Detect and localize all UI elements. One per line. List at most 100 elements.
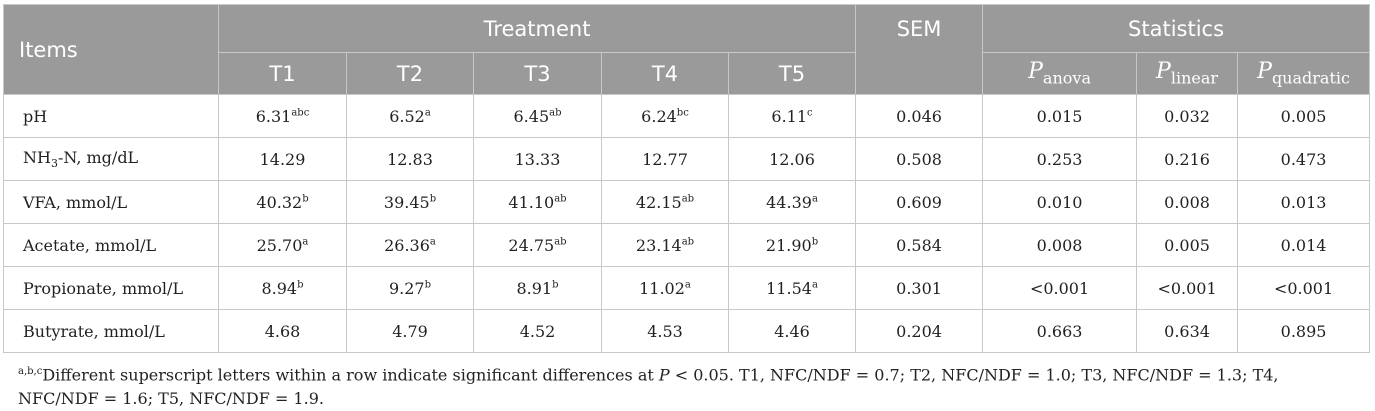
cell-value: 44.39 — [766, 192, 812, 212]
table-row: VFA, mmol/L 40.32b 39.45b 41.10ab 42.15ab 44.… — [3, 180, 1371, 224]
table-cell: 40.32b — [218, 180, 347, 224]
cell-value: 0.634 — [1164, 321, 1210, 341]
header-row-top: Items Treatment SEM Statistics — [3, 4, 1371, 95]
cell-value: 0.301 — [896, 278, 942, 298]
p-anova-header: Panova — [982, 52, 1138, 95]
cell-superscript: ab — [681, 193, 695, 205]
row-label-subscript: 3 — [50, 157, 58, 171]
table-cell: 6.45ab — [473, 94, 602, 138]
cell-superscript: ab — [554, 236, 567, 248]
table-row: pH 6.31abc 6.52a 6.45ab 6.24bc 6.11c 0.046 0.01… — [3, 94, 1371, 138]
items-header: Items — [3, 4, 219, 95]
table-cell: 4.46 — [727, 309, 857, 353]
p-letter: P — [1156, 59, 1171, 85]
cell-value: 6.45 — [513, 106, 550, 126]
table-cell: 0.895 — [1237, 309, 1371, 353]
row-label: pH — [3, 94, 219, 138]
row-label: VFA, mmol/L — [3, 180, 219, 224]
row-label-text: VFA, mmol/L — [23, 192, 128, 212]
cell-superscript: b — [429, 193, 437, 205]
cell-value: 41.10 — [508, 192, 555, 212]
cell-value: 8.91 — [516, 278, 553, 298]
row-label: Propionate, mmol/L — [3, 266, 219, 310]
p-letter: P — [1028, 59, 1043, 85]
cell-superscript: a — [302, 236, 309, 248]
table-cell: 0.032 — [1136, 94, 1239, 138]
table-cell: 14.29 — [218, 137, 347, 181]
cell-value: 0.216 — [1164, 149, 1210, 169]
cell-value: 13.33 — [514, 149, 561, 169]
treatment-col-header: T5 — [727, 52, 857, 95]
table-cell: 0.005 — [1237, 94, 1371, 138]
table-cell: 13.33 — [473, 137, 602, 181]
table-row: Acetate, mmol/L 25.70a 26.36a 24.75ab 23.14 a… — [3, 223, 1371, 267]
table-cell: 11.54a — [727, 266, 857, 310]
p-letter: P — [1257, 59, 1272, 85]
p-linear-header: Plinear — [1136, 52, 1239, 95]
treatment-col-header: T3 — [473, 52, 602, 95]
footnote-text-end: < 0.05. T1, NFC/NDF = 0.7; T2, NFC/NDF =… — [18, 365, 1279, 409]
results-table: Items Treatment SEM Statistics T1 T2 T3 … — [3, 4, 1371, 353]
table-cell: 0.253 — [982, 137, 1138, 181]
table-cell: 44.39a — [727, 180, 857, 224]
cell-superscript: bc — [676, 107, 689, 119]
cell-value: 0.005 — [1164, 235, 1210, 255]
table-body: pH 6.31abc 6.52a 6.45ab 6.24bc 6.11c 0.046 0.01… — [3, 94, 1371, 353]
cell-superscript: a — [811, 279, 818, 291]
table-cell: 0.046 — [855, 94, 984, 138]
cell-superscript: b — [552, 279, 559, 291]
treatment-col-header: T4 — [601, 52, 729, 95]
cell-value: 0.046 — [896, 106, 942, 126]
row-label: Acetate, mmol/L — [3, 223, 219, 267]
results-table-container: Items Treatment SEM Statistics T1 T2 T3 … — [3, 4, 1371, 353]
cell-value: 0.584 — [896, 235, 942, 255]
treatment-col-header: T2 — [346, 52, 474, 95]
cell-superscript: a — [684, 279, 691, 291]
table-cell: <0.001 — [1136, 266, 1239, 310]
table-cell: 4.79 — [346, 309, 474, 353]
row-label-text: NH — [23, 147, 51, 167]
table-cell: 0.634 — [1136, 309, 1239, 353]
table-cell: 26.36a — [346, 223, 474, 267]
cell-value: 0.032 — [1164, 106, 1210, 126]
statistics-header: Statistics — [982, 4, 1371, 53]
footnote-text-start: Different superscript letters within a r… — [42, 365, 659, 385]
table-row: NH3-N, mg/dL 14.29 12.83 13.33 12.77 12.06 0.5… — [3, 137, 1371, 181]
cell-value: 6.31 — [255, 106, 292, 126]
cell-value: 0.473 — [1280, 149, 1327, 169]
table-cell: 4.53 — [601, 309, 729, 353]
table-cell: 0.609 — [855, 180, 984, 224]
cell-value: 0.008 — [1164, 192, 1210, 212]
table-cell: 0.005 — [1136, 223, 1239, 267]
cell-value: 25.70 — [256, 235, 303, 255]
cell-value: 24.75 — [508, 235, 555, 255]
cell-value: 0.895 — [1280, 321, 1327, 341]
cell-value: 0.508 — [896, 149, 942, 169]
row-label-text: pH — [23, 106, 48, 126]
treatment-col-header: T1 — [218, 52, 347, 95]
cell-value: 23.14 — [635, 235, 682, 255]
cell-value: 4.52 — [519, 321, 556, 341]
footnote-p: P — [658, 365, 670, 385]
cell-value: 11.54 — [766, 278, 812, 298]
cell-superscript: c — [807, 107, 813, 119]
table-cell: 12.83 — [346, 137, 474, 181]
cell-value: 0.013 — [1280, 192, 1327, 212]
p-subscript: quadratic — [1271, 68, 1350, 88]
table-cell: 6.11c — [727, 94, 857, 138]
cell-superscript: ab — [554, 193, 567, 205]
footnote-superscript: a,b,c — [18, 366, 43, 377]
row-label-text: Acetate, mmol/L — [23, 235, 157, 255]
cell-value: 40.32 — [256, 192, 303, 212]
table-cell: 8.94b — [218, 266, 347, 310]
sem-header: SEM — [855, 4, 984, 95]
table-row: Propionate, mmol/L 8.94b 9.27b 8.91b 11.02a 1… — [3, 266, 1371, 310]
cell-value: 6.24 — [641, 106, 677, 126]
cell-superscript: b — [302, 193, 309, 205]
table-cell: 0.008 — [1136, 180, 1239, 224]
table-cell: 0.008 — [982, 223, 1138, 267]
table-cell: 41.10ab — [473, 180, 602, 224]
cell-value: 4.68 — [264, 321, 301, 341]
table-cell: 24.75ab — [473, 223, 602, 267]
table-cell: 12.77 — [601, 137, 729, 181]
